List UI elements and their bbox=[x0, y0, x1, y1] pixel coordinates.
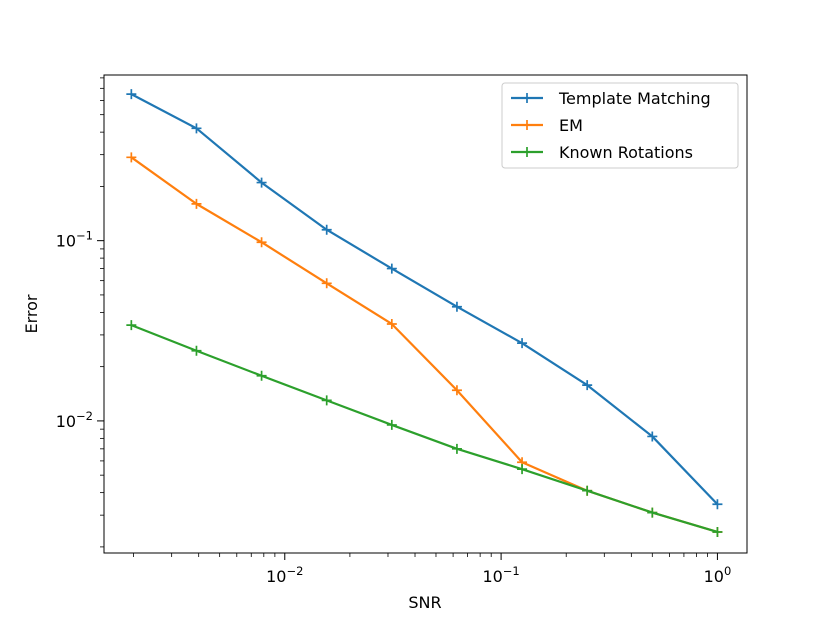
series-template-matching bbox=[126, 89, 723, 510]
data-point bbox=[256, 237, 267, 248]
data-point bbox=[191, 198, 202, 209]
data-point bbox=[386, 419, 397, 430]
y-tick-label-base: 10 bbox=[56, 412, 76, 431]
legend-entry: Known Rotations bbox=[511, 143, 693, 162]
legend: Template Matching EM Known Rotations bbox=[501, 82, 739, 169]
data-point bbox=[256, 370, 267, 381]
legend-entry: EM bbox=[511, 116, 583, 135]
legend-swatch-marker bbox=[522, 120, 532, 130]
data-point bbox=[321, 395, 332, 406]
series-layer bbox=[126, 89, 723, 537]
data-point bbox=[517, 338, 528, 349]
x-axis: 10−2 10−1 100 bbox=[133, 553, 732, 586]
data-point bbox=[321, 224, 332, 235]
legend-swatch-marker bbox=[522, 147, 532, 157]
data-point bbox=[451, 301, 462, 312]
legend-box bbox=[501, 82, 739, 169]
legend-label: Known Rotations bbox=[559, 143, 693, 162]
legend-label: Template Matching bbox=[558, 89, 711, 108]
data-point bbox=[191, 345, 202, 356]
data-point bbox=[647, 507, 658, 518]
y-tick-label-exponent: −2 bbox=[76, 409, 93, 423]
x-tick-label: 10−1 bbox=[482, 564, 519, 586]
x-tick-label: 100 bbox=[704, 564, 732, 586]
x-axis-label: SNR bbox=[408, 593, 441, 612]
y-tick-label: 10−1 bbox=[56, 229, 93, 251]
series-known-rotations bbox=[126, 320, 723, 537]
x-tick-label: 10−2 bbox=[266, 564, 303, 586]
y-axis-label: Error bbox=[22, 294, 41, 333]
axes-frame bbox=[103, 74, 748, 554]
data-point bbox=[582, 485, 593, 496]
x-tick-label-exponent: −1 bbox=[503, 564, 520, 578]
y-axis: 10−210−1 bbox=[56, 77, 104, 548]
data-point bbox=[647, 431, 658, 442]
y-tick-label-base: 10 bbox=[56, 232, 76, 251]
x-tick-label-exponent: −2 bbox=[286, 564, 303, 578]
y-tick-label: 10−2 bbox=[56, 409, 93, 431]
data-point bbox=[712, 526, 723, 537]
y-tick-label-exponent: −1 bbox=[76, 229, 93, 243]
legend-swatch-marker bbox=[522, 93, 532, 103]
legend-entry: Template Matching bbox=[511, 89, 711, 108]
data-point bbox=[712, 499, 723, 510]
x-tick-label-base: 10 bbox=[266, 567, 286, 586]
data-point bbox=[126, 152, 137, 163]
data-point bbox=[126, 320, 137, 331]
data-point bbox=[517, 464, 528, 475]
x-tick-label-exponent: 0 bbox=[724, 564, 731, 578]
data-point bbox=[321, 278, 332, 289]
x-tick-label-base: 10 bbox=[704, 567, 724, 586]
data-point bbox=[386, 318, 397, 329]
data-point bbox=[451, 443, 462, 454]
series-line bbox=[130, 93, 719, 505]
data-point bbox=[582, 380, 593, 391]
data-point bbox=[451, 385, 462, 396]
legend-label: EM bbox=[559, 116, 583, 135]
data-point bbox=[191, 123, 202, 134]
series-line bbox=[130, 324, 718, 534]
data-point bbox=[256, 177, 267, 188]
data-point bbox=[126, 89, 137, 100]
data-point bbox=[386, 263, 397, 274]
x-tick-label-base: 10 bbox=[482, 567, 502, 586]
